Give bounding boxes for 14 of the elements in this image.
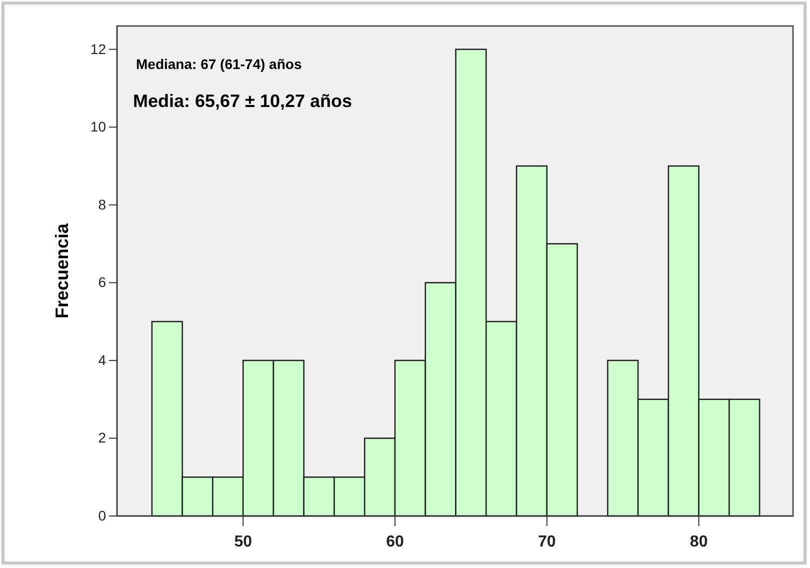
y-tick-label: 2 (98, 430, 106, 446)
x-tick-label: 60 (386, 534, 404, 551)
y-tick-label: 4 (98, 352, 106, 368)
y-tick-label: 6 (98, 274, 106, 290)
x-tick-label: 80 (690, 534, 708, 551)
annotation: Media: 65,67 ± 10,27 años (133, 91, 352, 111)
x-tick-label: 70 (538, 534, 556, 551)
y-tick-label: 12 (90, 40, 106, 57)
annotation: Mediana: 67 (61-74) años (136, 56, 302, 72)
x-tick-label: 50 (234, 534, 252, 551)
y-tick-label: 10 (90, 118, 106, 135)
y-tick-label: 8 (98, 196, 106, 212)
y-tick-label: 0 (98, 507, 106, 524)
y-axis-title: Frecuencia (52, 222, 72, 319)
